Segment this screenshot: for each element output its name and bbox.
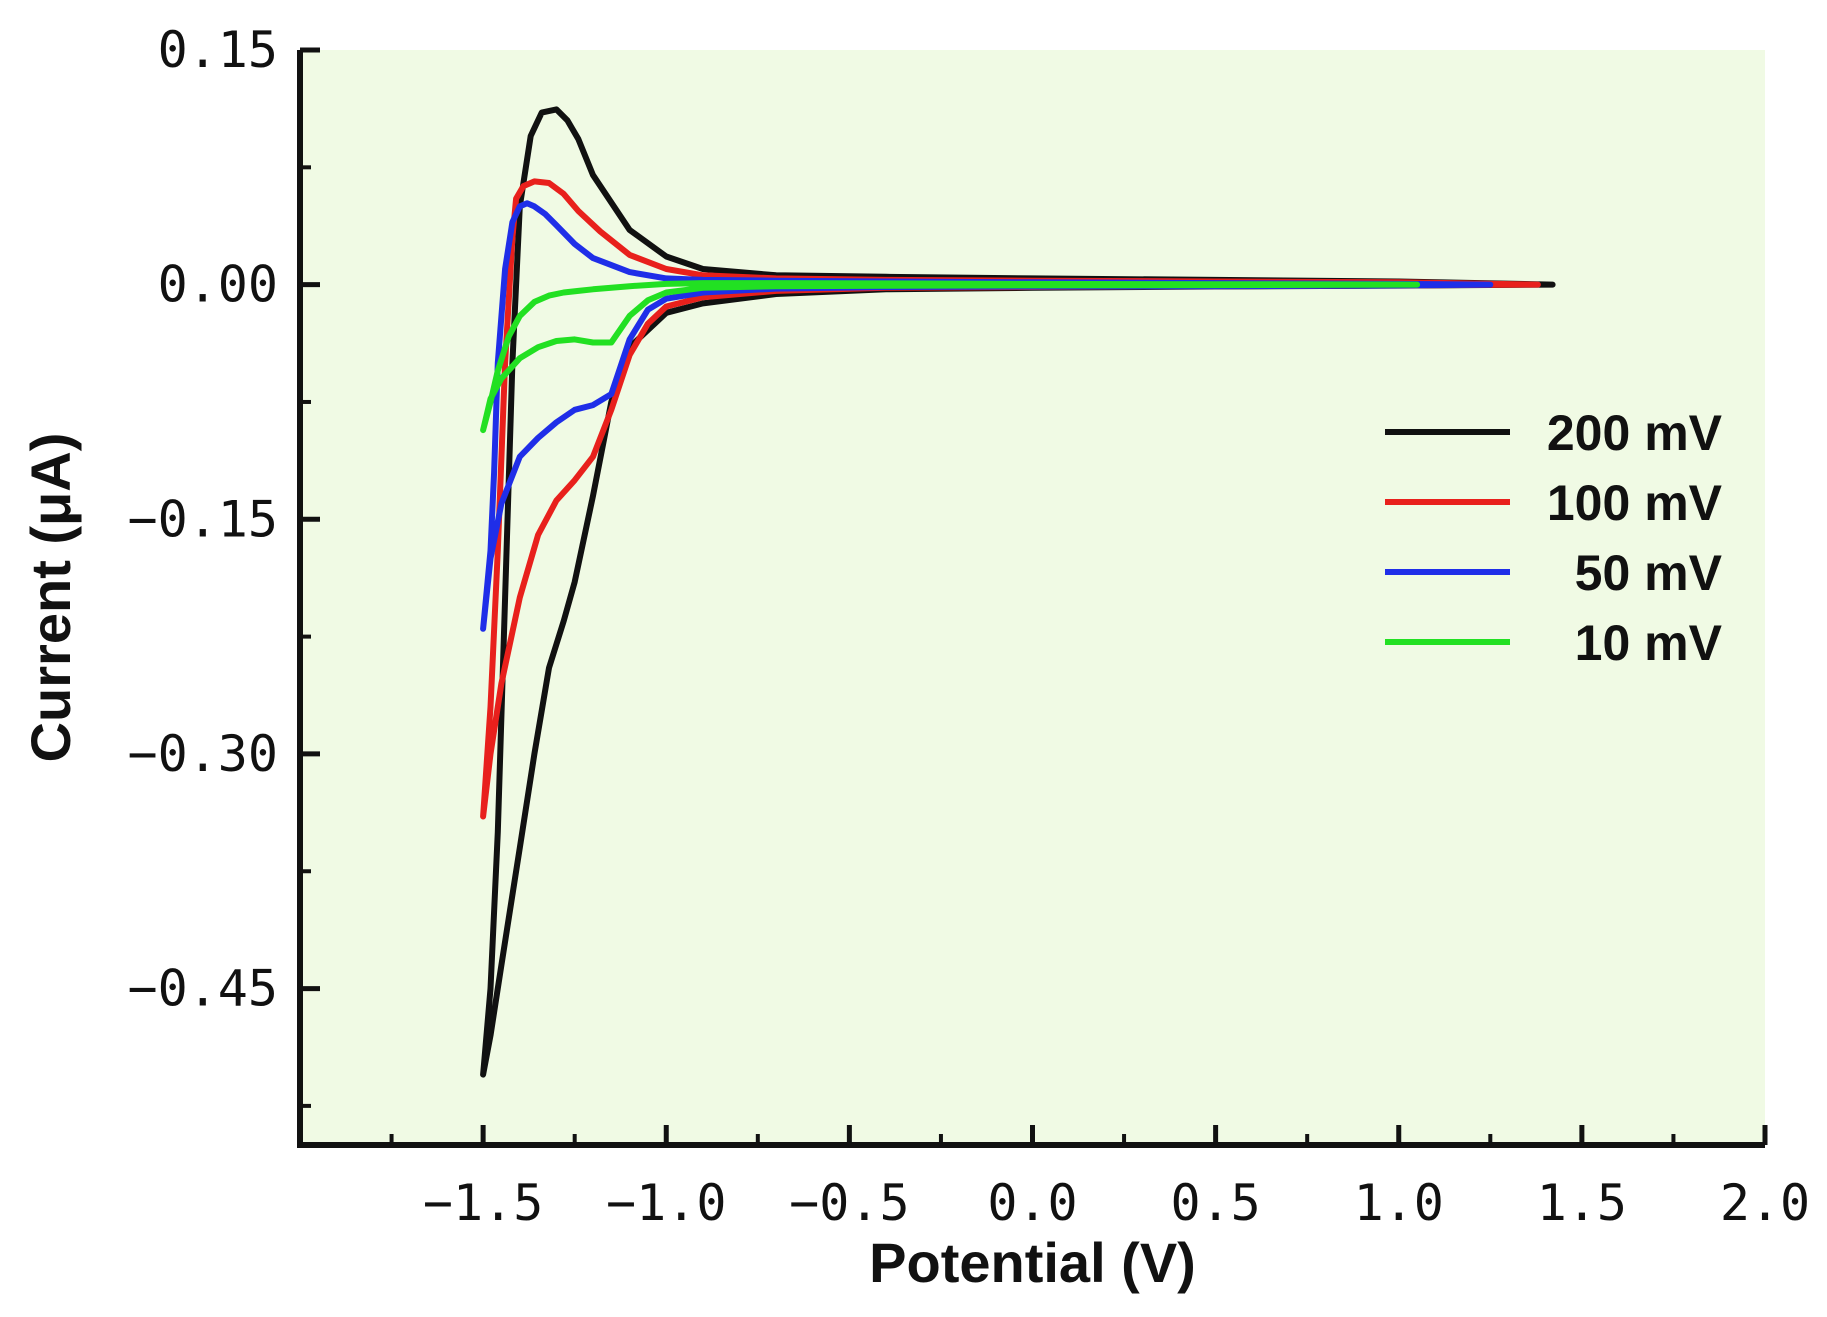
- y-axis-title: Current (μA): [19, 433, 82, 763]
- x-tick-label: 0.5: [1170, 1174, 1260, 1232]
- series-line-50-mv: [480, 200, 1494, 632]
- plot-area: [300, 50, 1765, 1145]
- legend: 200 mV 100 mV 50 mV 10 mV: [1385, 405, 1723, 671]
- y-tick-label: 0.00: [158, 256, 278, 314]
- x-tick-label: 1.0: [1354, 1174, 1444, 1232]
- y-tick-label: −0.30: [127, 725, 278, 783]
- legend-label: 100 mV: [1547, 475, 1723, 531]
- series-line-10-mv: [480, 280, 1421, 434]
- legend-label: 50 mV: [1575, 545, 1723, 601]
- x-axis-title: Potential (V): [869, 1231, 1196, 1294]
- ticks-layer: −1.5 −1.0 −0.5 0.0 0.5 1.0 1.5 2.0 0.15 0.00 −0.15…: [127, 21, 1810, 1232]
- y-tick-label: −0.45: [127, 960, 278, 1018]
- x-tick-label: −1.0: [606, 1174, 726, 1232]
- x-tick-label: 2.0: [1720, 1174, 1810, 1232]
- legend-label: 10 mV: [1575, 615, 1723, 671]
- series-layer: [480, 106, 1556, 1078]
- legend-label: 200 mV: [1547, 405, 1723, 461]
- x-tick-label: −1.5: [423, 1174, 543, 1232]
- series-line-100-mv: [480, 178, 1541, 820]
- x-tick-label: 1.5: [1537, 1174, 1627, 1232]
- y-tick-label: −0.15: [127, 490, 278, 548]
- x-tick-label: −0.5: [789, 1174, 909, 1232]
- y-tick-label: 0.15: [158, 21, 278, 79]
- series-line-200-mv: [480, 106, 1556, 1078]
- x-tick-label: 0.0: [987, 1174, 1077, 1232]
